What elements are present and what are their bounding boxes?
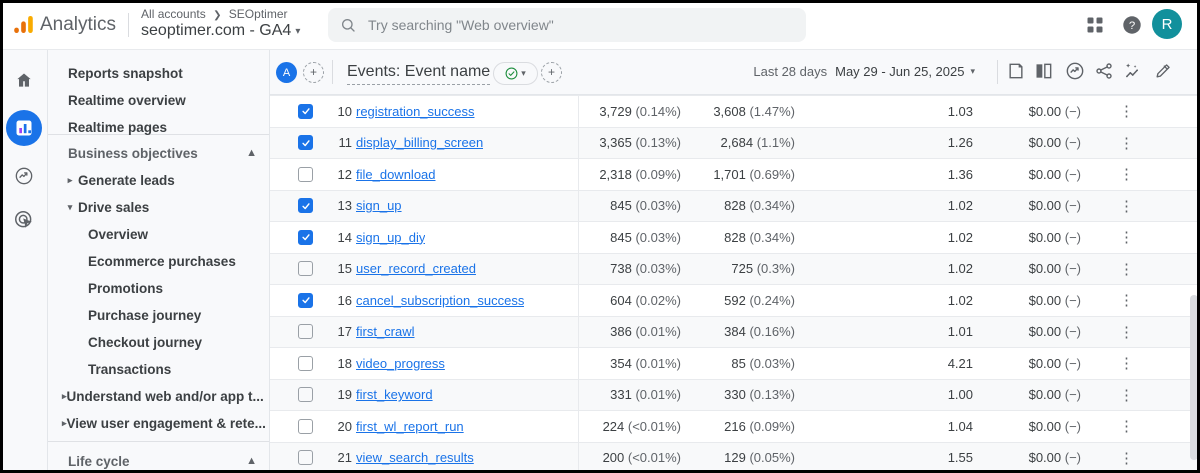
svg-text:?: ? (1129, 20, 1135, 32)
